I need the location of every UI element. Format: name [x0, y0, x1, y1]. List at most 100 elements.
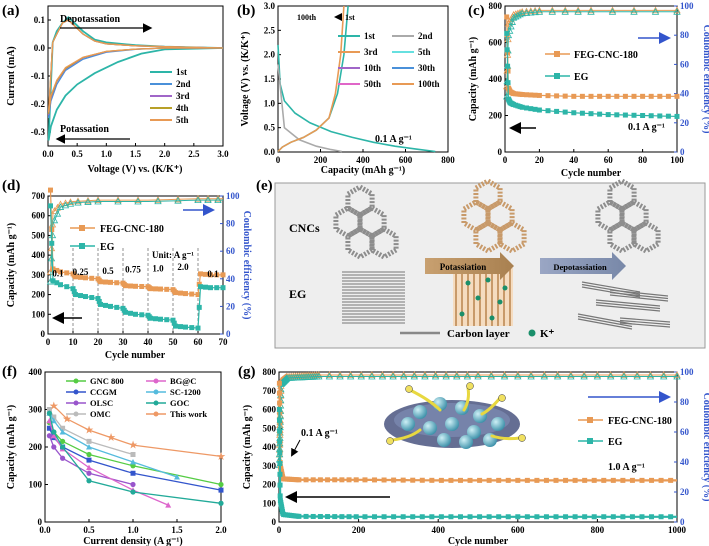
panel-d-cap-1-point-21: [128, 310, 133, 316]
panel-g-ce-3-point-108: [410, 372, 418, 380]
panel-d-legend-marker-0: [79, 225, 85, 231]
panel-c-ce-3-point-48: [673, 8, 681, 15]
panel-d-y2label: Coulombic efficiency (%): [241, 211, 252, 320]
panel-b: (b) 0 200 400 600 800 0.0 0.5 1.0 1.5 2.0 2.5 3.0 1…: [237, 1, 455, 176]
b-ticks-ytick-label-4: 2.0: [264, 50, 276, 60]
panel-g-inset-flow-2: [480, 396, 502, 416]
panel-c-cap-0-point-0: [504, 14, 510, 20]
panel-g-cap-1-point-90: [332, 514, 338, 520]
panel-f-legend-right-text-3: This work: [170, 409, 207, 419]
panel-c-cap-0-point-64: [640, 93, 646, 99]
panel-d-ce-2-point-30: [194, 194, 202, 202]
panel-g-ce-3-point-106: [400, 372, 408, 380]
panel-b-label: (b): [237, 3, 255, 19]
panel-d-cap-0-point-39: [203, 271, 208, 277]
panel-c-ce-3-point-22: [516, 10, 524, 18]
panel-c-series: [503, 6, 681, 119]
f-ticks-xtick-label-4: 2.0: [215, 525, 227, 535]
panel-f-line-1: [48, 428, 222, 491]
panel-e-k-ion-3: [497, 299, 503, 305]
panel-g-cap-1-point-135: [467, 514, 473, 520]
panel-g-ce-3-point-102: [378, 372, 387, 380]
panel-g-ce-3-point-120: [474, 372, 482, 380]
panel-d-cap-1-point-6: [70, 286, 76, 292]
g-ticks-xtick-label-4: 800: [591, 525, 605, 535]
panel-g-ce-2-point-94: [336, 371, 344, 378]
panel-c-legend: FEG-CNC-180 EG: [545, 50, 638, 83]
panel-g-ce-3-point-136: [580, 372, 588, 380]
panel-f-point-1-4: [130, 470, 136, 476]
panel-d-cap-1-point-16: [108, 303, 113, 309]
panel-g-cap-0-point-93: [339, 477, 345, 483]
panel-g-cap-0-point-198: [668, 477, 674, 483]
panel-d-cap-1-point-10: [83, 294, 88, 300]
panel-g-inset-ion-9: [437, 433, 451, 447]
panel-d-ce-2-point-20: [94, 196, 102, 204]
panel-d-cap-1-point-30: [170, 317, 176, 323]
panel-d-cap-1-point-4: [58, 282, 63, 288]
panel-c-ce-3-point-30: [531, 8, 539, 16]
panel-g-inset-flow-0: [408, 388, 442, 412]
panel-d-cap-0-point-9: [78, 274, 83, 280]
panel-g-cap-0-point-174: [591, 477, 597, 483]
g-ticks-y2tick-label-4: 80: [680, 397, 690, 407]
panel-g-cap-1-point-9: [277, 439, 283, 445]
panel-f-point-6-4: [130, 489, 136, 495]
panel-c: (c) 0 20 40 60 80 100020040060080002040608010…: [468, 1, 709, 179]
panel-d-cap-0-point-10: [83, 275, 88, 281]
panel-g-ce-2-point-150: [673, 371, 681, 378]
panel-d-rates: 0.1 0.25 0.5 0.75 1.0 2.0 0.1: [52, 262, 219, 279]
d-ticks-xtick-label-7: 70: [219, 337, 229, 347]
panel-g-cap-1-point-96: [346, 514, 352, 520]
panel-d-cap-0-point-23: [139, 283, 145, 289]
panel-g-ce-2-point-102: [378, 371, 387, 378]
panel-f-point-6-0: [46, 410, 53, 416]
panel-c-ce-2-point-38: [574, 6, 582, 14]
panel-c-legend-text-1: EG: [574, 72, 589, 83]
panel-d-ce-3-point-22: [114, 197, 122, 205]
panel-g-cap-0-point-150: [515, 477, 521, 483]
panel-e-exfoliated-layer-2-2: [577, 318, 633, 330]
panel-d-rate-3: 0.75: [125, 264, 141, 274]
panel-d-series: [46, 187, 226, 331]
panel-g-cap-1-point-144: [496, 514, 502, 520]
panel-c-ce-2-point-34: [548, 6, 556, 14]
panel-e-exfoliated-layer-3-1: [609, 291, 669, 300]
panel-f-point-7-5: ★: [216, 451, 226, 463]
panel-f-point-5-5: [174, 474, 180, 480]
d-ticks-xtick-label-1: 10: [69, 337, 79, 347]
panel-g-cap-1-point-3: [276, 417, 282, 423]
panel-f-point-2-4: [130, 481, 136, 488]
d-ticks-ytick-label-3: 300: [32, 270, 46, 280]
panel-f-point-3-2: [60, 425, 66, 431]
panel-d-rate-0: 0.1: [52, 268, 64, 278]
panel-d-ce-2-point-6: [50, 207, 59, 214]
panel-f-point-1-3: [86, 457, 92, 463]
panel-d-ce-3-point-18: [84, 198, 92, 205]
panel-f-point-0-5: [218, 481, 224, 488]
b-ticks-xtick-label-2: 400: [356, 155, 370, 165]
panel-g-ce-3-point-130: [540, 372, 549, 380]
panel-f-point-5-2: [59, 429, 66, 435]
panel-g-cap-0-point-78: [303, 477, 309, 483]
panel-e-k-ion-2: [475, 295, 481, 301]
panel-d-ce-2-point-18: [84, 196, 92, 204]
panel-g-cap-0-point-168: [572, 477, 578, 483]
panel-c-cap-1-point-42: [545, 108, 551, 114]
panel-e-exfoliated-layer-3-2: [609, 294, 669, 302]
panel-g-ce-3-point-112: [431, 372, 440, 380]
g-ticks-ytick-label-7: 700: [263, 386, 277, 396]
panel-a-depot-label: Depotassation: [60, 14, 120, 25]
panel-d-legend-text-0: FEG-CNC-180: [100, 224, 164, 235]
panel-g-ce-2-point-118: [463, 371, 472, 378]
panel-d-cap-0-point-28: [158, 286, 163, 292]
panel-d-cap-1-point-31: [171, 320, 177, 326]
d-ticks-ytick-label-0: 0: [41, 329, 46, 339]
panel-c-cap-1-point-38: [532, 106, 538, 112]
panel-g-cap-1-point-195: [658, 514, 664, 520]
panel-d-cap-0-point-11: [89, 275, 95, 281]
panel-a-xlabel: Voltage (V) vs. (K/K⁺): [88, 164, 183, 175]
panel-d-cap-1-point-33: [178, 324, 183, 330]
